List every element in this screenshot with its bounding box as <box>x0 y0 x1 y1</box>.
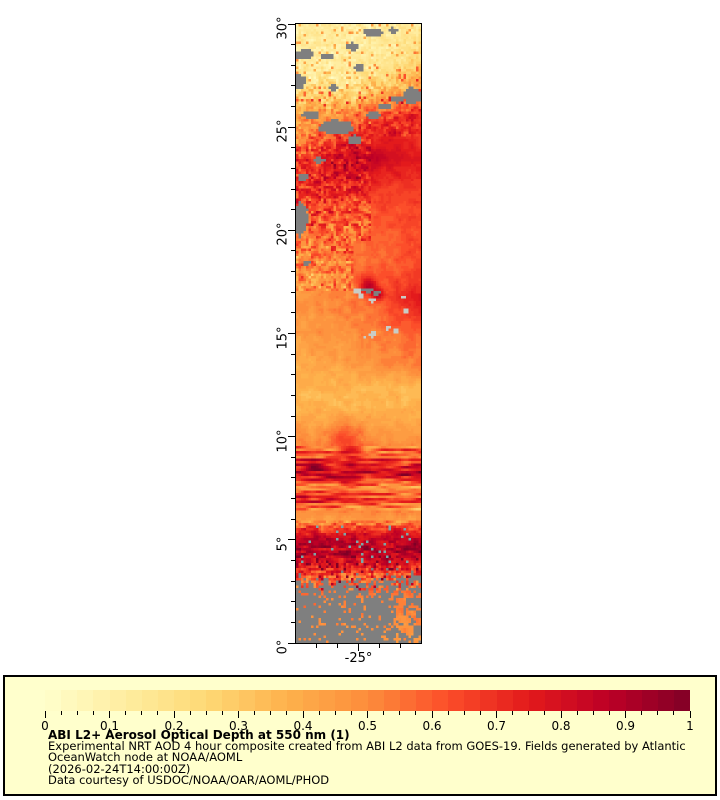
colorbar-segment <box>319 690 336 711</box>
colorbar-segment <box>141 690 158 711</box>
x-axis-minor-tick <box>378 644 380 648</box>
colorbar-segment <box>303 690 320 711</box>
colorbar-segment <box>448 690 465 711</box>
colorbar-segment <box>270 690 287 711</box>
colorbar-segment <box>625 690 642 711</box>
x-axis-minor-tick <box>316 644 318 648</box>
colorbar-segment <box>512 690 529 711</box>
colorbar-segment <box>77 690 94 711</box>
y-axis-tick-label-text: 25° <box>275 119 291 143</box>
colorbar-segment <box>464 690 481 711</box>
colorbar-segment <box>93 690 110 711</box>
colorbar-segment <box>109 690 126 711</box>
colorbar-segment <box>609 690 626 711</box>
colorbar-segment <box>45 690 62 711</box>
y-axis-major-tick <box>288 229 295 231</box>
x-axis-minor-tick <box>399 644 401 648</box>
colorbar-segment <box>496 690 513 711</box>
colorbar-segment <box>335 690 352 711</box>
colorbar-segment <box>480 690 497 711</box>
colorbar-segment <box>561 690 578 711</box>
legend-title: ABI L2+ Aerosol Optical Depth at 550 nm … <box>48 728 350 742</box>
colorbar-segment <box>528 690 545 711</box>
y-axis-major-tick <box>288 436 295 438</box>
aod-map-plot <box>295 23 422 644</box>
colorbar-segment <box>254 690 271 711</box>
colorbar-segment <box>174 690 191 711</box>
colorbar-segment <box>641 690 658 711</box>
y-axis-tick-label-text: 15° <box>275 325 291 350</box>
colorbar-segment <box>657 690 674 711</box>
aod-map-canvas <box>296 24 421 643</box>
colorbar-segment <box>593 690 610 711</box>
description-line: Data courtesy of USDOC/NOAA/OAR/AOML/PHO… <box>48 773 330 788</box>
colorbar-segment <box>206 690 223 711</box>
colorbar-segment <box>399 690 416 711</box>
colorbar <box>45 690 690 711</box>
colorbar-segment <box>238 690 255 711</box>
y-axis-tick-label-text: 10° <box>275 429 291 453</box>
y-axis-major-tick <box>288 539 295 541</box>
colorbar-segment <box>415 690 432 711</box>
y-axis-major-tick <box>288 23 295 25</box>
y-axis-major-tick <box>288 642 295 644</box>
colorbar-segment <box>673 690 690 711</box>
colorbar-segment <box>286 690 303 711</box>
colorbar-segment <box>351 690 368 711</box>
y-axis-tick-label-text: 20° <box>275 222 291 246</box>
y-axis-tick-label-text: 30° <box>275 16 291 40</box>
description-line: (2026-02-24T14:00:00Z) <box>48 761 191 776</box>
colorbar-segment <box>577 690 594 711</box>
colorbar-segment <box>157 690 174 711</box>
colorbar-segment <box>61 690 78 711</box>
colorbar-segment <box>367 690 384 711</box>
y-axis-tick-label-text: 5° <box>275 536 291 552</box>
colorbar-segment <box>190 690 207 711</box>
x-axis-tick-label: -25° <box>344 651 373 666</box>
y-axis-tick-label-text: 0° <box>275 639 291 655</box>
y-axis-major-tick <box>288 126 295 128</box>
colorbar-segment <box>383 690 400 711</box>
description-line: Experimental NRT AOD 4 hour composite cr… <box>48 739 686 753</box>
y-axis-major-tick <box>288 333 295 334</box>
colorbar-segment <box>544 690 561 711</box>
description-line: OceanWatch node at NOAA/AOML <box>48 750 243 765</box>
colorbar-segment <box>125 690 142 711</box>
colorbar-segment <box>432 690 449 711</box>
legend-description: Experimental NRT AOD 4 hour composite cr… <box>48 739 686 788</box>
x-axis-major-tick <box>358 644 359 651</box>
colorbar-segment <box>222 690 239 711</box>
x-axis-minor-tick <box>337 644 339 648</box>
